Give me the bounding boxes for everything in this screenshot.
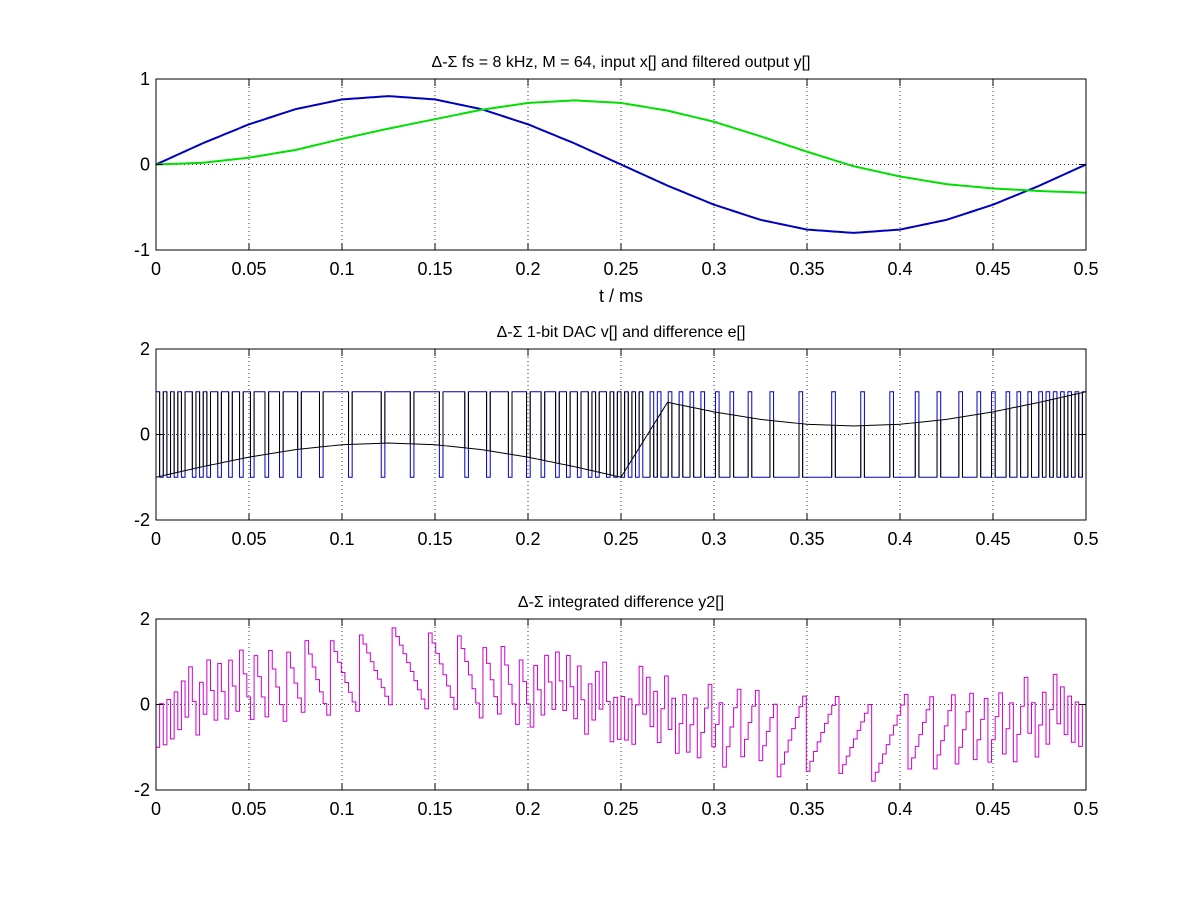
subplot-title: Δ-Σ integrated difference y2[]: [518, 594, 724, 611]
series-2-line: [156, 99, 1086, 194]
y-tick-label: 0: [140, 155, 150, 175]
x-tick-label: 0.05: [231, 259, 266, 279]
x-tick-label: 0.15: [417, 799, 452, 819]
subplot-title: Δ-Σ fs = 8 kHz, M = 64, input x[] and fi…: [432, 54, 811, 71]
x-axis-label: t / ms: [599, 286, 643, 306]
x-tick-label: 0.2: [515, 799, 540, 819]
x-tick-label: 0.3: [701, 529, 726, 549]
y-tick-label: 2: [140, 339, 150, 359]
x-tick-label: 0.2: [515, 259, 540, 279]
y-tick-label: -1: [134, 240, 150, 260]
x-tick-label: 0: [151, 799, 161, 819]
x-tick-label: 0.15: [417, 529, 452, 549]
x-tick-label: 0.35: [789, 259, 824, 279]
y-tick-label: -2: [134, 510, 150, 530]
subplot-title: Δ-Σ 1-bit DAC v[] and difference e[]: [497, 324, 746, 341]
y-tick-label: 1: [140, 69, 150, 89]
x-tick-label: 0.1: [329, 259, 354, 279]
x-tick-label: 0.15: [417, 259, 452, 279]
subplots: 0 0.05 0.1 0.15 0.2 0.25 0.3 0.35 0.4 0.45 0.5-101…: [134, 54, 1099, 819]
x-tick-label: 0.3: [701, 259, 726, 279]
x-tick-label: 0.5: [1073, 529, 1098, 549]
subplot-2: 0 0.05 0.1 0.15 0.2 0.25 0.3 0.35 0.4 0.45 0.5-202…: [134, 324, 1099, 549]
subplot-3: 0 0.05 0.1 0.15 0.2 0.25 0.3 0.35 0.4 0.45 0.5-202…: [134, 594, 1099, 819]
x-tick-label: 0: [151, 529, 161, 549]
x-tick-label: 0.25: [603, 259, 638, 279]
y-tick-label: 0: [140, 425, 150, 445]
series-group: [156, 627, 1086, 782]
x-tick-label: 0.45: [975, 799, 1010, 819]
x-tick-label: 0.5: [1073, 259, 1098, 279]
x-tick-label: 0.25: [603, 529, 638, 549]
x-tick-label: 0.4: [887, 799, 912, 819]
series-1-line: [156, 627, 1086, 782]
series-1-line: [156, 95, 1086, 234]
x-tick-label: 0.25: [603, 799, 638, 819]
x-tick-label: 0.5: [1073, 799, 1098, 819]
subplot-1: 0 0.05 0.1 0.15 0.2 0.25 0.3 0.35 0.4 0.45 0.5-101…: [134, 54, 1099, 306]
x-tick-label: 0: [151, 259, 161, 279]
x-tick-label: 0.1: [329, 799, 354, 819]
x-tick-label: 0.3: [701, 799, 726, 819]
x-tick-label: 0.35: [789, 799, 824, 819]
x-tick-label: 0.05: [231, 529, 266, 549]
y-tick-label: 0: [140, 695, 150, 715]
x-tick-label: 0.2: [515, 529, 540, 549]
x-tick-label: 0.1: [329, 529, 354, 549]
x-tick-label: 0.4: [887, 529, 912, 549]
x-tick-label: 0.45: [975, 529, 1010, 549]
x-tick-label: 0.35: [789, 529, 824, 549]
y-tick-label: -2: [134, 780, 150, 800]
x-tick-label: 0.05: [231, 799, 266, 819]
series-group: [156, 391, 1086, 478]
y-tick-label: 2: [140, 609, 150, 629]
x-tick-label: 0.4: [887, 259, 912, 279]
x-tick-label: 0.45: [975, 259, 1010, 279]
series-group: [156, 95, 1086, 234]
